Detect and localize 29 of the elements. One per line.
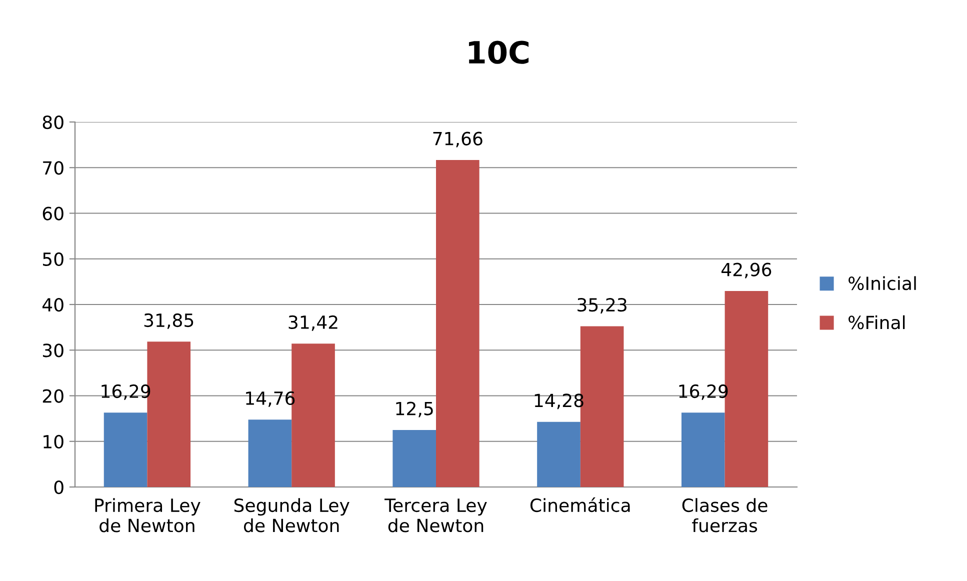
y-tick-label: 30 bbox=[42, 344, 64, 358]
x-tick-label: Tercera Ley de Newton bbox=[384, 498, 487, 532]
chart-title: 10C bbox=[468, 40, 529, 64]
bar bbox=[104, 412, 148, 487]
data-label: 71,66 bbox=[433, 132, 482, 148]
x-tick-label: Segunda Ley de Newton bbox=[234, 498, 350, 532]
y-tick-label: 80 bbox=[42, 115, 64, 130]
data-label: 35,23 bbox=[578, 298, 626, 314]
legend-label: %Inicial bbox=[848, 276, 916, 290]
y-tick-label: 20 bbox=[42, 389, 64, 403]
y-tick-label: 70 bbox=[43, 161, 64, 175]
data-label: 42,96 bbox=[722, 262, 772, 278]
y-tick-label: 50 bbox=[43, 252, 64, 266]
y-tick-label: 10 bbox=[44, 434, 64, 448]
bar bbox=[537, 422, 580, 487]
data-label: 31,85 bbox=[144, 313, 194, 329]
x-tick-label: Clases de fuerzas bbox=[682, 498, 768, 532]
bar bbox=[248, 420, 292, 487]
x-tick-label: Primera Ley de Newton bbox=[95, 498, 200, 532]
y-tick-label: 60 bbox=[42, 206, 64, 220]
y-tick-label: 40 bbox=[42, 298, 64, 312]
legend-label: %Final bbox=[848, 315, 905, 330]
bar bbox=[681, 412, 725, 487]
y-tick-label: 0 bbox=[54, 480, 64, 494]
bar bbox=[392, 430, 436, 487]
data-label: 31,42 bbox=[288, 315, 338, 331]
x-tick-label: Cinemática bbox=[530, 497, 630, 512]
bar bbox=[436, 160, 480, 487]
data-label: 12,5 bbox=[396, 402, 433, 418]
